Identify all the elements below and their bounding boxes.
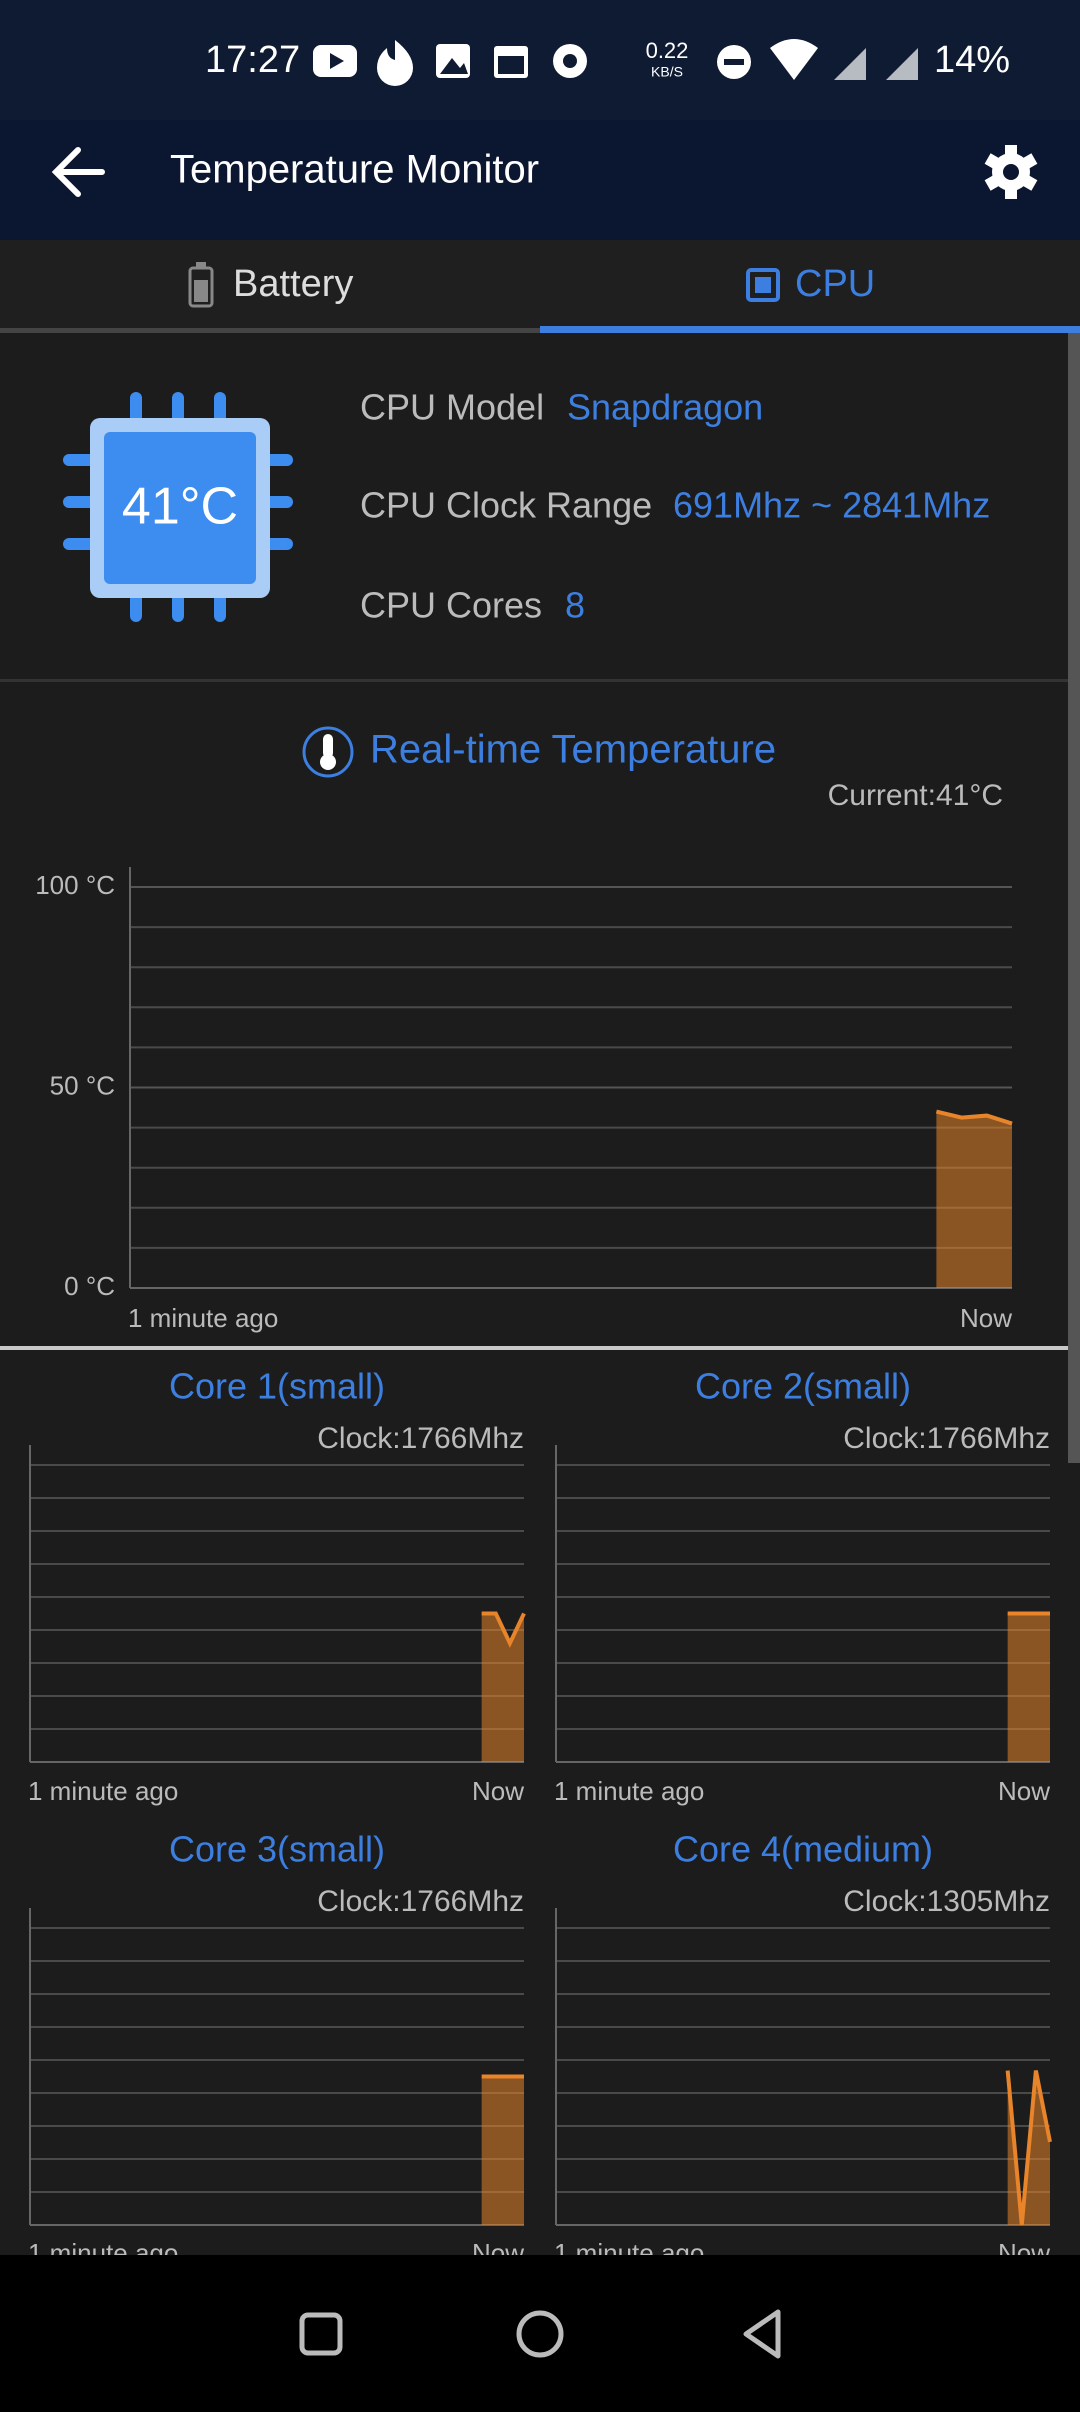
chart-title: Real-time Temperature [370, 728, 776, 772]
info-value: 691Mhz ~ 2841Mhz [673, 485, 990, 526]
x-axis-label: Now [960, 1303, 1012, 1333]
divider [0, 1346, 1080, 1350]
chart-title: Core 2(small) [695, 1366, 911, 1407]
tab-label: Battery [233, 263, 353, 305]
back-nav-button[interactable] [743, 2309, 781, 2359]
chart-subtitle: Clock:1766Mhz [317, 1885, 524, 1918]
tab-indicator [540, 326, 1080, 333]
x-axis-label: Now [472, 1776, 524, 1806]
cpu-chip-icon [63, 392, 293, 622]
app-title: Temperature Monitor [170, 148, 539, 192]
tab-bar [0, 240, 1080, 333]
chart-subtitle: Clock:1305Mhz [843, 1885, 1050, 1918]
tab-cpu[interactable]: CPU [746, 263, 875, 305]
info-value: Snapdragon [567, 387, 763, 428]
home-button[interactable] [516, 2310, 564, 2358]
thermometer-icon [302, 726, 354, 778]
chart-subtitle: Clock:1766Mhz [317, 1422, 524, 1455]
x-axis-label: 1 minute ago [128, 1303, 278, 1333]
system-icons [717, 39, 918, 80]
area [481, 2076, 524, 2225]
area-line [481, 1611, 526, 1648]
chart-title: Core 3(small) [169, 1829, 385, 1870]
battery-level: 14% [934, 39, 1010, 81]
settings-button[interactable] [984, 145, 1038, 199]
y-tick-label: 100 °C [35, 870, 115, 900]
chart-title: Core 1(small) [169, 1366, 385, 1407]
back-button[interactable] [51, 147, 105, 197]
x-axis-label: 1 minute ago [28, 1776, 178, 1806]
tab-battery[interactable]: Battery [188, 262, 353, 308]
recents-button[interactable] [299, 2312, 343, 2356]
info-label: CPU Cores [360, 585, 542, 626]
app-bar [0, 120, 1080, 240]
chart-subtitle: Current:41°C [828, 779, 1003, 812]
status-bar [0, 0, 1080, 120]
divider [0, 679, 1070, 682]
notification-icons [313, 40, 587, 86]
info-value: 8 [565, 585, 585, 626]
net-unit: KB/S [651, 64, 683, 80]
area-line [935, 1109, 1013, 1126]
clock: 17:27 [205, 39, 300, 81]
charts: Real-time Temperature Current:41°C 100 °C 5… [28, 728, 1052, 2268]
info-label: CPU Model [360, 387, 544, 428]
scrollbar [1068, 333, 1080, 1463]
chart-title: Core 4(medium) [673, 1829, 933, 1870]
net-speed: 0.22 [646, 38, 689, 63]
area [1007, 1613, 1050, 1762]
tab-label: CPU [795, 263, 875, 305]
x-axis-label: Now [998, 1776, 1050, 1806]
x-axis-label: 1 minute ago [554, 1776, 704, 1806]
area-line [1005, 2070, 1052, 2226]
cpu-temperature: 41°C [122, 478, 238, 536]
navigation-bar [0, 2255, 1080, 2412]
info-label: CPU Clock Range [360, 485, 652, 526]
y-tick-label: 50 °C [50, 1070, 115, 1100]
chart-subtitle: Clock:1766Mhz [843, 1422, 1050, 1455]
y-tick-label: 0 °C [64, 1271, 115, 1301]
tab-indicator [0, 328, 540, 333]
area [481, 1613, 524, 1762]
area [936, 1111, 1012, 1288]
